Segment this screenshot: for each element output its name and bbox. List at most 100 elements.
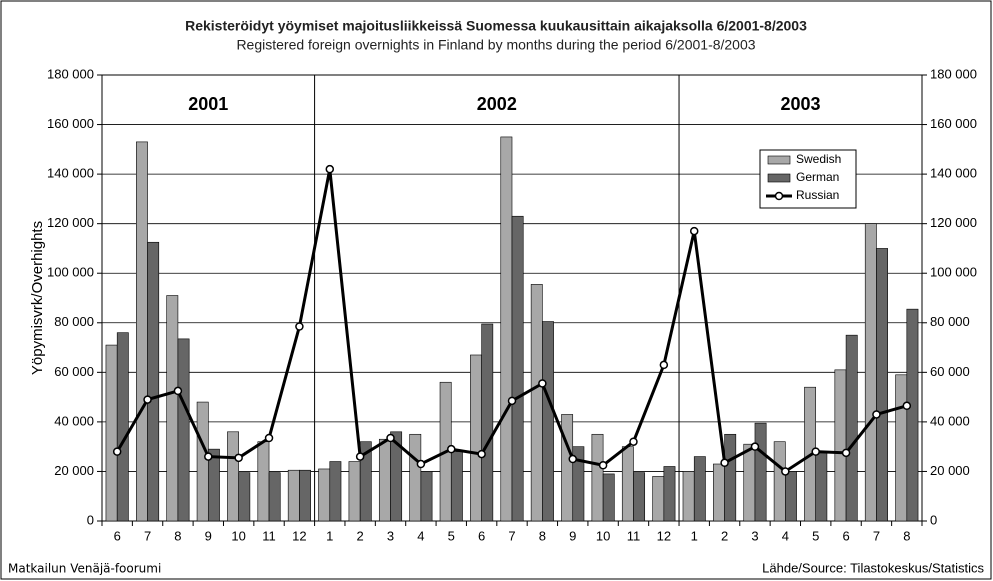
line-marker bbox=[173, 386, 183, 396]
x-tick-label: 1 bbox=[691, 528, 698, 543]
bar bbox=[116, 332, 129, 522]
y-tick-label: 160 000 bbox=[47, 116, 94, 131]
year-label: 2003 bbox=[780, 94, 820, 114]
x-tick-label: 7 bbox=[873, 528, 880, 543]
legend-label: Russian bbox=[796, 188, 839, 202]
bar bbox=[530, 284, 543, 522]
bar bbox=[511, 215, 524, 522]
x-tick-label: 4 bbox=[782, 528, 789, 543]
line-marker bbox=[264, 433, 274, 443]
line-marker bbox=[477, 449, 486, 459]
y2-tick-label: 60 000 bbox=[930, 364, 970, 379]
bar bbox=[633, 472, 646, 522]
x-tick-label: 8 bbox=[174, 528, 181, 543]
x-tick-label: 5 bbox=[448, 528, 455, 543]
x-tick-label: 10 bbox=[231, 528, 245, 543]
x-tick-label: 6 bbox=[114, 528, 121, 543]
line-marker bbox=[447, 444, 456, 454]
x-tick-label: 11 bbox=[627, 528, 641, 543]
chart-subtitle: Registered foreign overnights in Finland… bbox=[236, 37, 755, 53]
bar bbox=[470, 354, 482, 522]
line-marker bbox=[355, 452, 365, 461]
bar bbox=[348, 461, 361, 522]
bar bbox=[238, 472, 251, 522]
line-marker bbox=[629, 437, 638, 446]
bar bbox=[773, 441, 786, 522]
bar bbox=[542, 321, 554, 522]
bar bbox=[906, 308, 919, 522]
x-tick-label: 2 bbox=[357, 528, 364, 543]
line-marker bbox=[386, 433, 395, 443]
y-tick-label: 40 000 bbox=[54, 413, 94, 428]
bar bbox=[268, 472, 281, 522]
footer-right: Lähde/Source: Tilastokeskus/Statistics bbox=[762, 560, 984, 575]
legend-label: Swedish bbox=[796, 152, 841, 166]
line-marker bbox=[234, 453, 243, 463]
x-tick-label: 10 bbox=[596, 528, 610, 543]
line-marker bbox=[659, 360, 669, 370]
line-marker bbox=[750, 442, 760, 451]
bar bbox=[663, 466, 676, 522]
line-marker bbox=[689, 226, 699, 236]
legend-swatch bbox=[767, 173, 791, 183]
line-marker bbox=[902, 401, 912, 411]
bar bbox=[318, 468, 331, 522]
bar bbox=[785, 471, 797, 522]
line-marker bbox=[811, 447, 820, 456]
x-tick-label: 4 bbox=[417, 528, 424, 543]
legend-marker bbox=[774, 191, 784, 201]
x-tick-label: 7 bbox=[508, 528, 515, 543]
line-marker bbox=[295, 322, 304, 331]
bar bbox=[481, 323, 494, 522]
x-tick-label: 12 bbox=[657, 528, 671, 543]
y-tick-label: 20 000 bbox=[54, 463, 94, 478]
y2-tick-label: 80 000 bbox=[930, 314, 970, 329]
y-tick-label: 120 000 bbox=[47, 215, 94, 230]
bar bbox=[409, 433, 422, 522]
x-tick-label: 3 bbox=[387, 528, 394, 543]
x-tick-label: 3 bbox=[751, 528, 758, 543]
y2-tick-label: 140 000 bbox=[930, 166, 977, 181]
y-tick-label: 80 000 bbox=[54, 314, 94, 329]
x-tick-label: 1 bbox=[326, 528, 333, 543]
bar bbox=[572, 446, 585, 522]
line-marker bbox=[568, 454, 577, 464]
x-tick-label: 7 bbox=[144, 528, 151, 543]
bar bbox=[743, 443, 756, 522]
bar bbox=[500, 136, 513, 522]
line-marker bbox=[416, 459, 426, 469]
y-tick-label: 140 000 bbox=[47, 166, 94, 181]
line-marker bbox=[112, 447, 122, 456]
y2-tick-label: 120 000 bbox=[930, 215, 977, 230]
y2-tick-label: 40 000 bbox=[930, 413, 970, 428]
x-tick-label: 2 bbox=[721, 528, 728, 543]
bar bbox=[207, 448, 220, 522]
year-label: 2001 bbox=[188, 94, 228, 114]
x-tick-label: 6 bbox=[842, 528, 849, 543]
x-tick-label: 12 bbox=[292, 528, 306, 543]
bar bbox=[724, 433, 737, 522]
bar bbox=[602, 473, 615, 522]
legend-label: German bbox=[796, 170, 839, 184]
bar bbox=[682, 471, 695, 522]
bar bbox=[561, 414, 574, 522]
bar bbox=[378, 438, 391, 522]
line-marker bbox=[781, 467, 790, 476]
bar bbox=[876, 248, 888, 522]
x-tick-label: 11 bbox=[262, 528, 276, 543]
x-tick-label: 9 bbox=[205, 528, 212, 543]
bar bbox=[450, 451, 463, 522]
y2-tick-label: 20 000 bbox=[930, 463, 970, 478]
bar bbox=[652, 476, 665, 522]
y-tick-label: 60 000 bbox=[54, 364, 94, 379]
chart-title: Rekisteröidyt yöymiset majoitusliikkeiss… bbox=[185, 18, 807, 34]
line-marker bbox=[204, 452, 213, 461]
line-marker bbox=[841, 448, 851, 458]
bar bbox=[257, 441, 270, 522]
bar bbox=[834, 369, 847, 522]
line-marker bbox=[325, 164, 335, 174]
line-marker bbox=[598, 461, 608, 470]
bar bbox=[693, 456, 706, 522]
x-tick-label: 8 bbox=[903, 528, 910, 543]
